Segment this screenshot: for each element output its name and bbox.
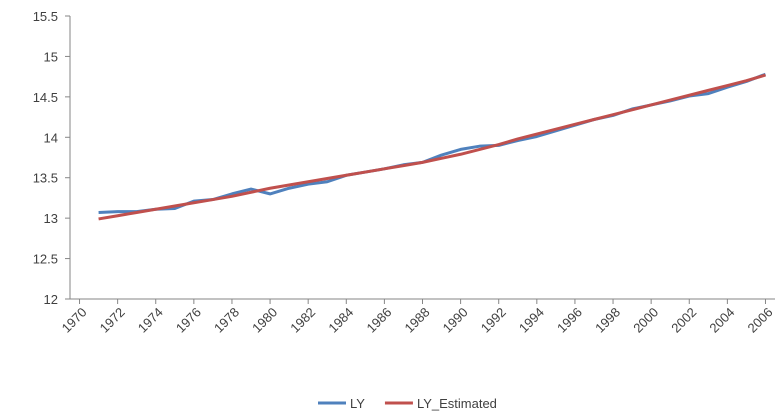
x-tick-label: 1978	[211, 305, 242, 336]
y-tick-label: 13	[44, 211, 58, 226]
legend-label: LY	[350, 396, 365, 411]
y-tick-label: 12.5	[33, 252, 58, 267]
x-tick-label: 1972	[97, 305, 128, 336]
x-tick-label: 1992	[478, 305, 509, 336]
y-tick-label: 14	[44, 130, 58, 145]
x-tick-label: 1998	[592, 305, 623, 336]
legend-label: LY_Estimated	[417, 396, 497, 411]
x-tick-label: 1974	[135, 305, 166, 336]
x-tick-label: 1990	[440, 305, 471, 336]
x-tick-label: 1976	[173, 305, 204, 336]
series-line	[98, 72, 767, 214]
x-tick-label: 1996	[554, 305, 585, 336]
x-tick-label: 1970	[59, 305, 90, 336]
y-tick-label: 15	[44, 49, 58, 64]
x-tick-label: 1982	[287, 305, 318, 336]
x-tick-label: 2002	[668, 305, 699, 336]
y-tick-label: 14.5	[33, 90, 58, 105]
x-tick-label: 1984	[325, 305, 356, 336]
x-tick-label: 2006	[745, 305, 775, 336]
x-tick-label: 1980	[249, 305, 280, 336]
x-tick-label: 1994	[516, 305, 547, 336]
y-tick-label: 15.5	[33, 9, 58, 24]
x-tick-label: 1988	[402, 305, 433, 336]
series-line	[98, 73, 766, 221]
y-tick-label: 12	[44, 292, 58, 307]
x-tick-label: 2004	[706, 305, 737, 336]
x-tick-label: 2000	[630, 305, 661, 336]
x-tick-label: 1986	[363, 305, 394, 336]
y-tick-label: 13.5	[33, 171, 58, 186]
